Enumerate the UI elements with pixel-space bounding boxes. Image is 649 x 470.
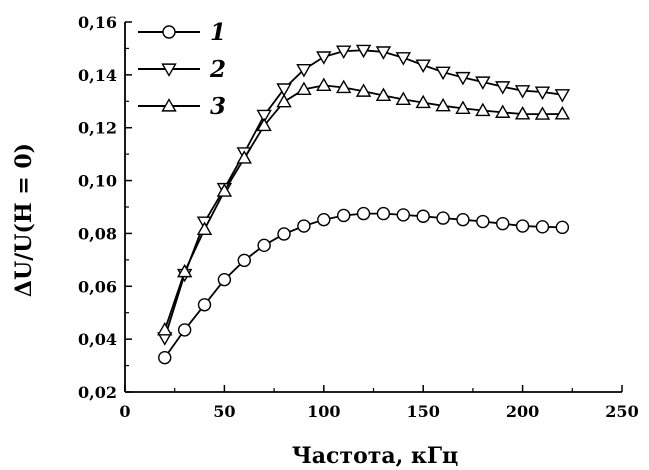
y-tick-label: 0,16 <box>78 13 117 32</box>
x-axis-title: Частота, кГц <box>292 443 459 469</box>
series-3-point <box>514 106 531 120</box>
series-2-point <box>534 86 551 100</box>
series-1-point <box>515 219 530 233</box>
series-1-point <box>456 212 470 227</box>
y-axis-title: ΔU/U(H = 0) <box>11 143 37 297</box>
series-1-point <box>496 216 510 231</box>
y-tick-label: 0,04 <box>78 330 117 349</box>
series-2-point <box>475 76 491 90</box>
series-1-point <box>356 206 371 221</box>
series-1-point <box>317 212 331 227</box>
series-3-point <box>554 106 571 120</box>
x-tick-label: 150 <box>406 402 439 421</box>
series-3-point <box>176 263 193 278</box>
series-1-point <box>396 208 411 222</box>
series-1-point <box>297 219 311 233</box>
series-1-point <box>535 220 550 234</box>
series-2-point <box>415 59 431 73</box>
y-tick-label: 0,02 <box>78 383 117 402</box>
y-tick-label: 0,12 <box>78 119 117 138</box>
series-2-point <box>554 89 571 103</box>
x-tick-label: 250 <box>605 402 638 421</box>
series-1-point <box>436 211 450 225</box>
x-tick-label: 200 <box>506 402 539 421</box>
legend-label-1: 1 <box>210 19 226 46</box>
series-2-point <box>455 71 471 86</box>
series-3-point <box>296 81 312 95</box>
series-1-point <box>376 206 391 221</box>
series-3 <box>157 77 571 336</box>
series-3-point <box>256 117 272 132</box>
series-3-point <box>495 104 511 118</box>
series-2-point <box>375 46 392 60</box>
legend-marker-1 <box>162 25 176 39</box>
x-axis-ticks: 0 50 100 150 200 250 <box>119 385 639 421</box>
series-2-point <box>435 66 451 81</box>
legend-marker-3 <box>161 98 177 112</box>
y-axis-ticks: 0,02 0,04 0,06 0,08 0,10 0,12 0,14 0,16 <box>78 13 132 402</box>
series-3-point <box>395 91 412 106</box>
y-tick-label: 0,08 <box>78 224 117 243</box>
series-3-point <box>435 97 451 112</box>
series-2-point <box>296 63 312 78</box>
series-1-point <box>257 238 271 253</box>
series-1-point <box>336 208 351 223</box>
series-2 <box>157 44 571 346</box>
series-2-point <box>316 51 332 65</box>
y-tick-label: 0,14 <box>78 66 117 85</box>
series-1-point <box>476 214 490 229</box>
y-tick-label: 0,10 <box>78 172 117 191</box>
series-2-point <box>395 52 412 66</box>
series-layer <box>157 44 571 365</box>
series-1-point <box>416 209 430 223</box>
legend-label-2: 2 <box>209 56 226 83</box>
series-3-point <box>455 100 471 114</box>
series-1-point <box>197 298 212 312</box>
series-2-point <box>276 83 292 97</box>
series-3-point <box>335 79 352 94</box>
series-2-point <box>256 109 272 124</box>
x-tick-label: 100 <box>307 402 340 421</box>
axes <box>124 22 622 393</box>
series-2-point <box>495 81 511 95</box>
series-1-point <box>158 350 172 365</box>
legend-label-3: 3 <box>210 93 226 120</box>
x-tick-label: 50 <box>213 402 235 421</box>
series-1-point <box>177 323 192 337</box>
series-3-point <box>375 87 392 102</box>
series-1-point <box>217 272 232 287</box>
series-3-point <box>355 83 372 97</box>
series-3-point <box>236 150 252 164</box>
y-tick-label: 0,06 <box>78 277 117 296</box>
series-2-point <box>514 85 531 99</box>
x-tick-label: 0 <box>119 402 130 421</box>
series-1-point <box>237 253 251 268</box>
series-1-point <box>277 227 291 241</box>
legend: 1 2 3 <box>138 19 226 120</box>
series-3-point <box>276 93 292 108</box>
series-3-point <box>415 94 431 109</box>
series-3-point <box>216 183 233 197</box>
series-2-point <box>355 44 372 59</box>
series-3-point <box>534 106 551 120</box>
series-3-point <box>316 77 332 92</box>
series-1 <box>158 206 570 365</box>
series-2-point <box>335 45 352 59</box>
series-3-point <box>157 321 173 336</box>
series-3-point <box>475 102 491 117</box>
series-3-point <box>196 221 213 236</box>
series-1-point <box>555 220 570 235</box>
legend-marker-2 <box>161 63 177 77</box>
